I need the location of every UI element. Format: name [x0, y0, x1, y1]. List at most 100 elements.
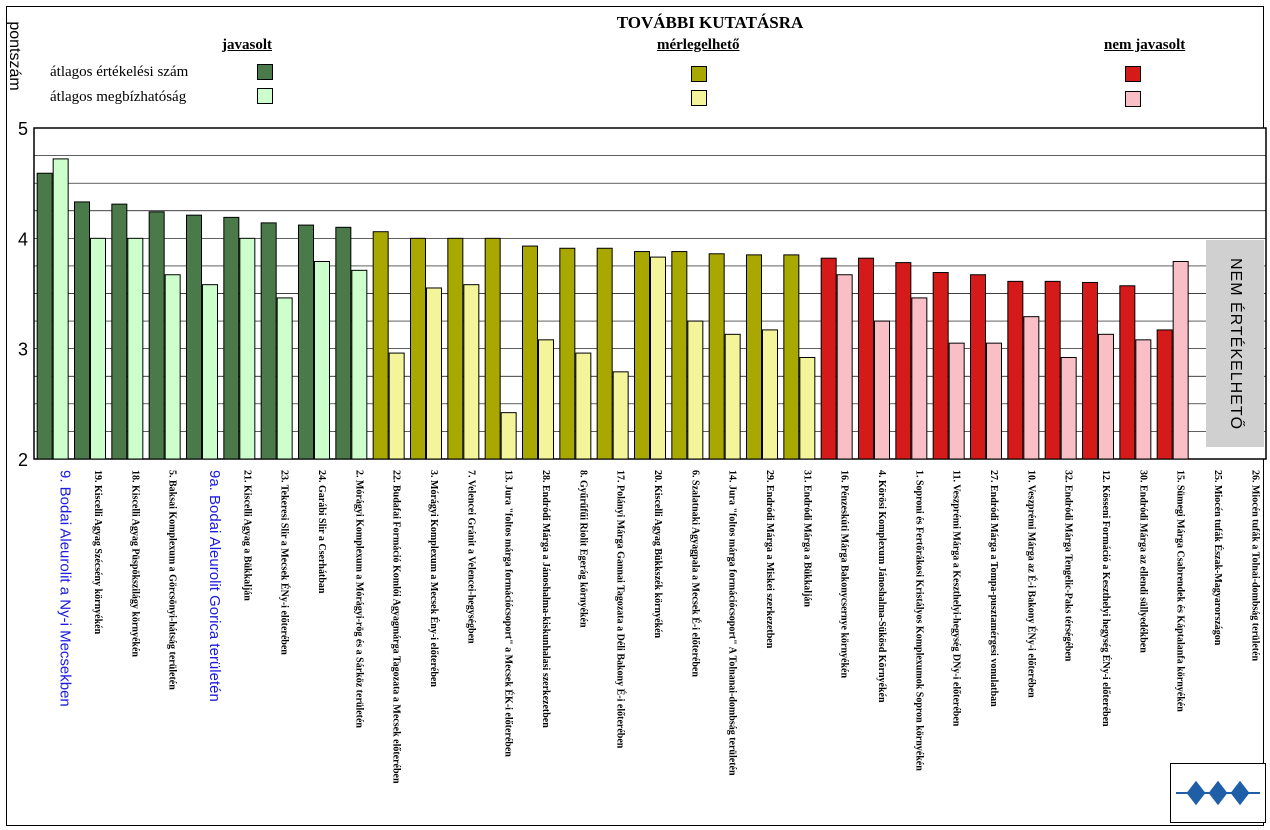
bar-reliability	[52, 158, 69, 460]
bar-score	[372, 231, 389, 460]
bar-reliability	[463, 284, 480, 460]
bar-reliability	[351, 269, 368, 460]
bar-reliability	[90, 237, 106, 460]
x-category-label: 9. Bodai Aleurolit a Ny-i Mecsekben	[57, 470, 74, 707]
bar-reliability	[874, 320, 890, 460]
bar-score	[708, 253, 725, 460]
chart-title: TOVÁBBI KUTATÁSRA	[616, 13, 804, 32]
not-evaluable-label: NEM ÉRTÉKELHETŐ	[1227, 257, 1244, 430]
group-label-merlegelheto: mérlegelhető	[657, 37, 740, 53]
bar-score	[895, 262, 912, 460]
bar-score	[932, 272, 949, 460]
bar-reliability	[1060, 356, 1077, 460]
bar-score	[1007, 280, 1024, 460]
x-category-label: 20. Kiscelli Agyag Bükkszék környékén	[652, 470, 663, 639]
bar-reliability	[948, 342, 965, 460]
x-category-label: 12. Kösseni Formáció a Keszthelyi hegysé…	[1100, 470, 1112, 727]
bar-reliability	[1172, 261, 1189, 460]
bar-score	[74, 201, 90, 460]
x-category-label: 23. Tekeresi Slir a Mecsek ÉNy-i előteré…	[279, 470, 291, 655]
bar-reliability	[164, 274, 181, 460]
bar-reliability	[239, 237, 256, 460]
x-category-label: 17. Polányi Márga Gannai Tagozata a Déli…	[615, 470, 627, 749]
bar-reliability	[538, 339, 554, 460]
bar-score	[1044, 280, 1061, 460]
legend-swatch-olive-dark	[691, 66, 707, 82]
group-label-nem-javasolt: nem javasolt	[1104, 37, 1186, 53]
x-category-label: 14. Jura "foltos márga formációcsoport" …	[727, 470, 738, 776]
bar-reliability	[1135, 339, 1152, 460]
bar-reliability	[986, 342, 1002, 460]
bar-reliability	[1098, 333, 1114, 460]
x-category-label: 8. Gyűrűfűi Riolit Egerág környékén	[577, 470, 588, 628]
group-label-javasolt: javasolt	[222, 37, 272, 53]
bar-reliability	[836, 274, 853, 460]
bar-reliability	[276, 297, 293, 460]
bar-reliability	[500, 412, 517, 460]
not-evaluable-box: NEM ÉRTÉKELHETŐ	[1206, 240, 1264, 447]
x-category-label: 15. Sümegi Márga Csabrendek és Káptalanf…	[1175, 470, 1186, 712]
bar-reliability	[687, 320, 704, 460]
bar-score	[111, 203, 128, 460]
x-category-label: 2. Mórágyi Komplexum a Mórágyi-rög és a …	[353, 470, 364, 728]
bar-reliability	[202, 284, 218, 460]
bar-reliability	[127, 237, 144, 460]
x-category-label: 29. Endródi Márga a Miskei szerkezetben	[764, 470, 775, 649]
bar-reliability	[388, 352, 405, 460]
bar-score	[260, 222, 277, 460]
bar-reliability	[911, 297, 928, 460]
x-category-label: 28. Endródi Márga a Jánoshalma-kiskunhal…	[540, 470, 551, 728]
y-tick-label: 3	[18, 340, 28, 360]
bar-score	[858, 257, 874, 460]
x-category-label: 26. Miocén tufák a Tolnai-dombság terüle…	[1249, 470, 1260, 662]
y-tick-label: 2	[18, 450, 28, 470]
x-category-label: 18. Kiscelli Agyag Püspökszilágy környék…	[129, 470, 140, 657]
bar-reliability	[799, 356, 816, 460]
legend-swatch-green-dark	[257, 64, 273, 80]
legend-swatch-red-dark	[1125, 66, 1141, 82]
bar-score	[596, 247, 613, 460]
legend-swatch-green-light	[257, 88, 273, 104]
bar-score	[298, 224, 314, 460]
bar-score	[484, 237, 501, 460]
bar-score	[746, 254, 762, 460]
bar-score	[1156, 329, 1173, 460]
bar-score	[522, 245, 538, 460]
x-category-label: 1. Soproni és Fertőrákosi Kristályos Kom…	[913, 470, 924, 771]
x-category-label: 25. Miocén tufák Észak-Magyarországon	[1212, 470, 1224, 646]
bar-score	[783, 254, 800, 460]
bar-score	[148, 211, 165, 460]
legend-swatch-red-light	[1125, 91, 1141, 107]
bar-score	[447, 237, 464, 460]
bar-score	[634, 251, 650, 460]
bar-score	[559, 247, 576, 460]
bar-reliability	[762, 329, 778, 460]
legend-label-score: átlagos értékelési szám	[50, 64, 189, 80]
bit-logo	[1170, 763, 1266, 823]
bar-score	[1082, 281, 1098, 460]
x-category-label: 4. Körösi Komplexum Jánoshalma-Sükösd Kö…	[876, 470, 887, 703]
bar-score	[671, 251, 688, 460]
legend-label-reliability: átlagos megbízhatóság	[50, 89, 187, 105]
bar-score	[335, 226, 352, 460]
bar-score	[36, 172, 53, 460]
bar-reliability	[650, 256, 666, 460]
bar-reliability	[724, 333, 741, 460]
bar-reliability	[1023, 316, 1040, 460]
x-category-label: 10. Veszprémi Márga az É-i Bakony ÉNy-i …	[1025, 470, 1037, 698]
x-category-label: 7. Velencei Gránit a Velencei-hegységben	[465, 470, 476, 644]
bit-logo-graphic	[1176, 779, 1260, 807]
x-category-label: 9a. Bodai Aleurolit Gorica területén	[206, 470, 223, 702]
x-category-label: 24. Garábi Slir a Cserhátban	[316, 470, 327, 594]
bar-reliability	[612, 371, 629, 460]
x-category-label: 31. Endródi Márga a Bükkalján	[801, 470, 812, 607]
x-category-label: 13. Jura "foltos márga formációcsoport" …	[503, 470, 515, 757]
bar-score	[410, 237, 426, 460]
x-category-label: 6. Szalatnaki Agyagpala a Mecsek É-i elő…	[689, 470, 701, 677]
x-category-label: 30. Endródi Márga az ellendi süllyedékbe…	[1137, 470, 1148, 653]
bar-score	[970, 274, 986, 460]
x-category-label: 11. Veszprémi Márga a Keszthelyi-hegység…	[951, 470, 962, 727]
x-category-label: 27. Endródi Márga a Tompa-pusztamérgesi …	[988, 470, 999, 707]
y-tick-label: 4	[18, 229, 28, 249]
